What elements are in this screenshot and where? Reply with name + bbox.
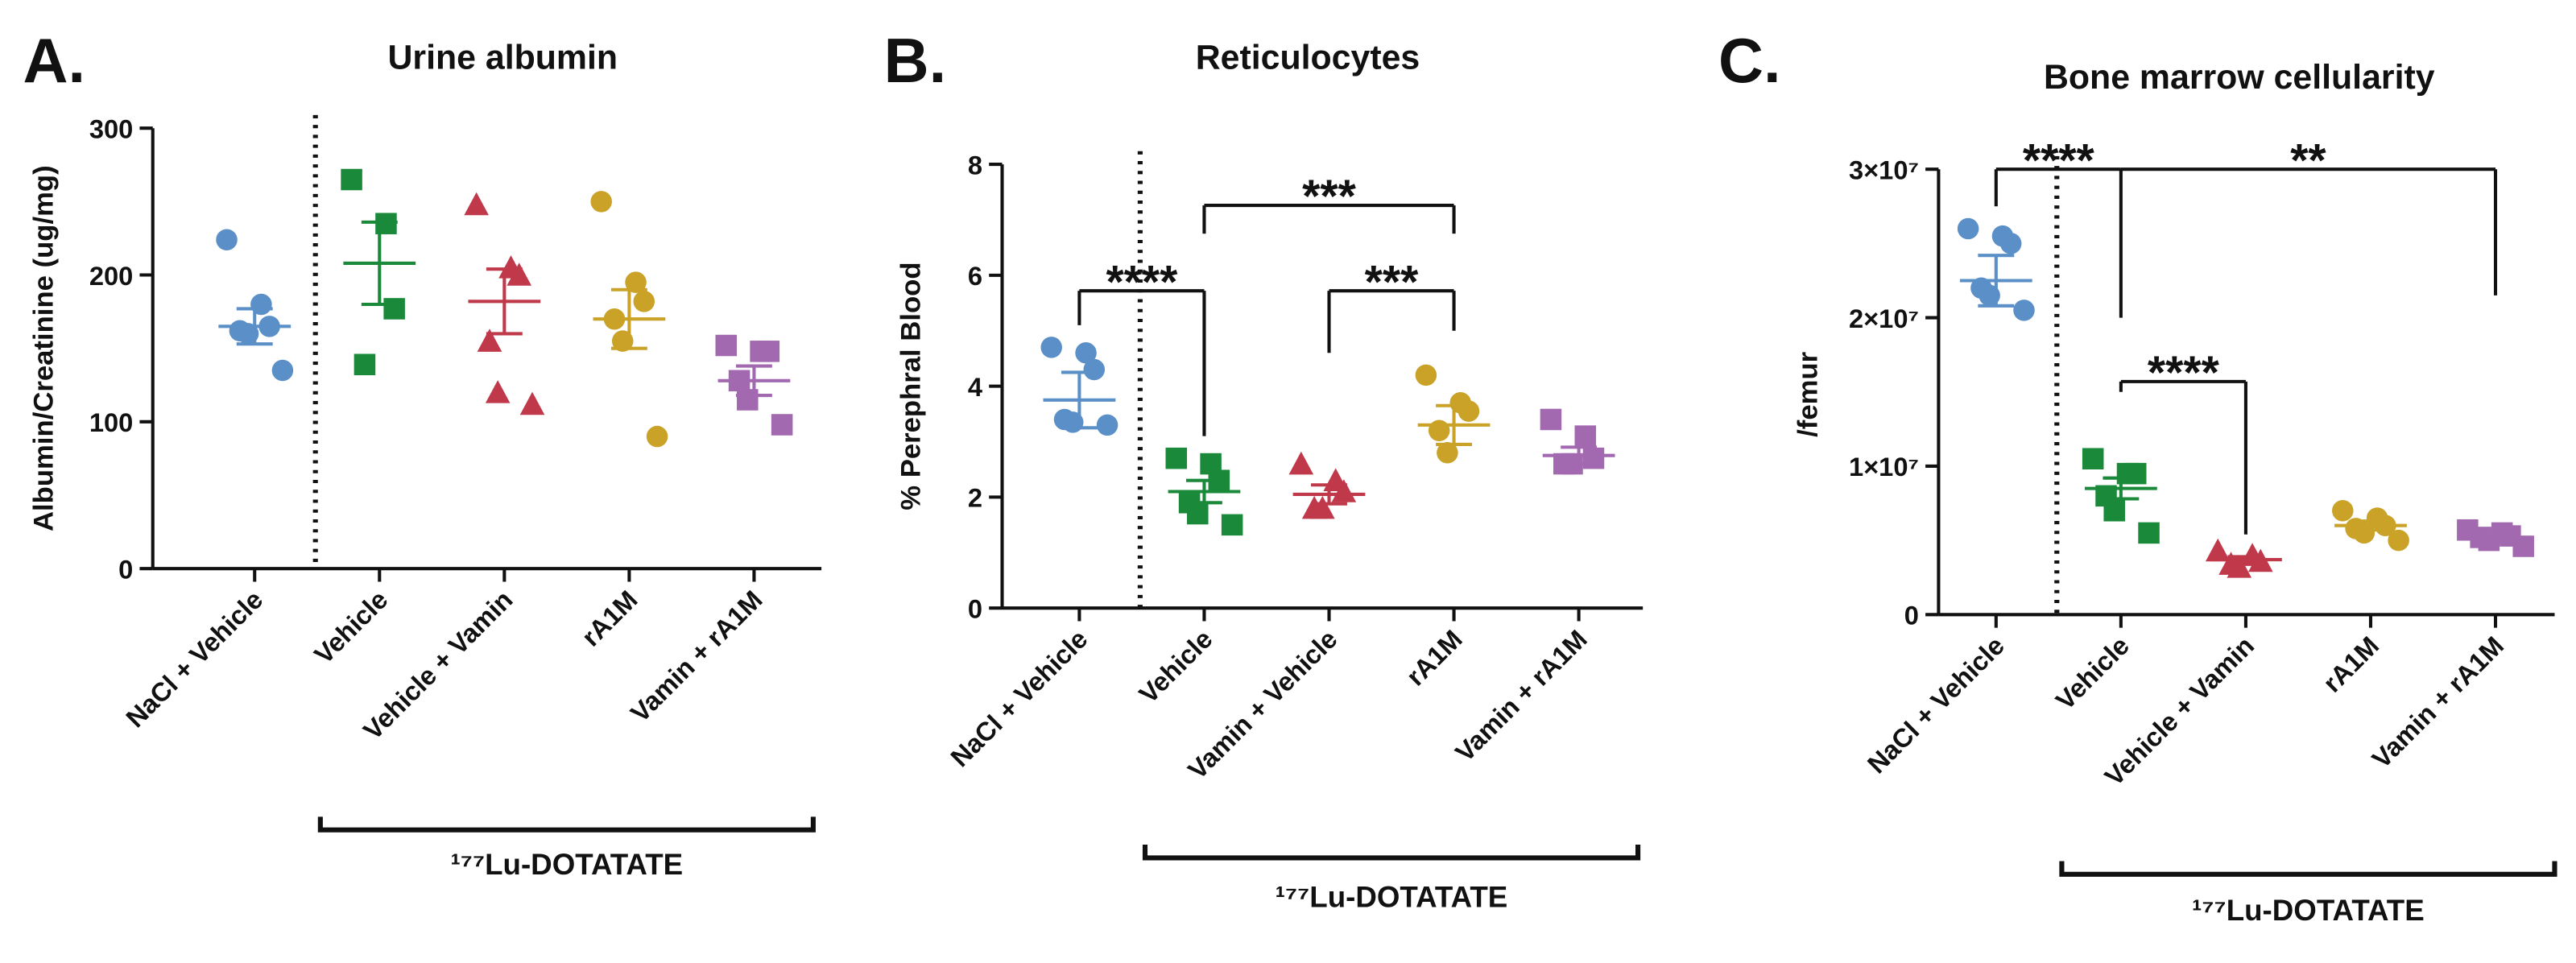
sig-label: *** [1302,171,1356,222]
data-point [1165,447,1188,469]
data-point [1221,514,1243,536]
data-point [1288,451,1314,475]
data-point [507,262,531,286]
data-point [354,353,376,376]
group-label: ¹⁷⁷Lu-DOTATATE [2192,894,2425,927]
data-point [646,425,668,448]
x-tick-label: rA1M [576,585,643,652]
y-tick-label: 100 [89,407,133,437]
data-point [1310,495,1335,519]
group-label: ¹⁷⁷Lu-DOTATATE [451,848,684,881]
sig-label: **** [1106,256,1178,308]
data-point [477,329,502,352]
data-point [1415,364,1437,386]
data-point [2124,462,2147,485]
data-point [758,341,780,362]
group-label: ¹⁷⁷Lu-DOTATATE [1276,881,1508,914]
chart-title: Bone marrow cellularity [2044,58,2435,97]
data-point [1096,414,1118,436]
data-point [1458,400,1480,422]
data-point [2138,522,2160,544]
data-point [1999,233,2022,254]
x-tick-label: NaCl + Vehicle [1862,630,2010,779]
group-bracket [1142,845,1641,861]
panel-letter: A. [23,27,86,96]
y-tick-label: 0 [1904,601,1919,630]
y-tick-label: 8 [968,150,982,180]
data-point [715,334,738,357]
data-point [1187,502,1209,525]
x-tick-label: rA1M [2317,630,2384,698]
data-point [2082,448,2104,469]
data-point [2013,300,2035,321]
data-point [2332,499,2354,522]
data-point [341,168,362,191]
sig-label: ** [2290,134,2326,186]
data-point [464,192,489,216]
data-point [1540,408,1562,431]
data-point [2227,555,2252,578]
y-axis-label: % Perephral Blood [896,262,927,510]
x-tick-label: rA1M [1400,624,1468,692]
y-tick-label: 2×10⁷ [1849,304,1919,333]
y-tick-label: 0 [968,593,982,623]
group-bracket [2059,861,2557,877]
group-bracket [317,816,816,833]
x-tick-label: Vehicle [1133,624,1218,709]
y-tick-label: 300 [89,114,133,143]
data-point [1582,447,1605,469]
y-tick-label: 1×10⁷ [1849,452,1919,482]
y-tick-label: 4 [968,372,982,402]
y-tick-label: 6 [968,261,982,291]
x-tick-label: NaCl + Vehicle [945,624,1093,773]
x-tick-label: Vamin + rA1M [2366,630,2509,774]
data-point [519,391,545,415]
data-point [383,298,405,320]
data-point [216,229,238,251]
y-tick-label: 0 [118,554,133,584]
x-tick-label: NaCl + Vehicle [120,585,268,734]
data-point [1957,217,1979,240]
data-point [1331,479,1357,502]
data-point [2103,499,2125,522]
panel-letter: C. [1718,27,1781,96]
data-point [2388,529,2409,552]
sig-label: *** [1365,256,1419,308]
y-tick-label: 2 [968,483,982,513]
data-point [2512,535,2534,557]
chart-title: Urine albumin [387,39,618,77]
data-point [485,380,511,403]
data-point [1428,420,1450,441]
sig-label: **** [2148,347,2220,399]
x-tick-label: Vehicle [2049,630,2135,716]
data-point [1083,358,1106,381]
data-point [1040,337,1062,358]
data-point [2205,538,2231,562]
y-axis-label: /femur [1792,352,1823,437]
x-tick-label: Vamin + rA1M [1449,624,1593,767]
data-point [1574,425,1597,447]
x-tick-label: Vehicle [308,585,394,670]
data-point [1437,442,1458,464]
y-tick-label: 3×10⁷ [1849,155,1919,184]
y-axis-label: Albumin/Creatinine (ug/mg) [28,165,59,531]
panel-letter: B. [884,27,947,96]
data-point [271,359,294,382]
data-point [771,414,793,436]
chart-title: Reticulocytes [1196,39,1420,77]
data-point [1075,342,1097,364]
x-tick-label: Vamin + rA1M [625,585,768,728]
y-tick-label: 200 [89,261,133,291]
data-point [590,191,612,213]
sig-label: **** [2023,134,2095,186]
data-point [633,291,655,312]
data-point [625,271,647,293]
